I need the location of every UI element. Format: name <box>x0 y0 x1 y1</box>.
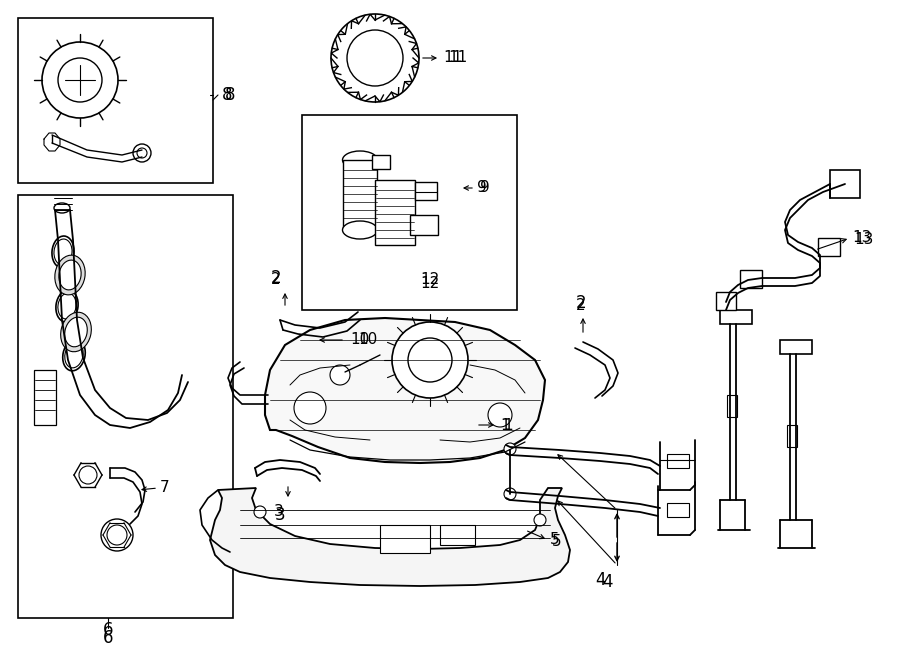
Ellipse shape <box>52 236 74 268</box>
Bar <box>720 310 752 324</box>
Text: 6: 6 <box>103 621 113 639</box>
Circle shape <box>254 506 266 518</box>
Bar <box>375 180 415 245</box>
Text: 2: 2 <box>271 272 281 288</box>
Circle shape <box>488 403 512 427</box>
Bar <box>818 238 840 256</box>
Text: 10: 10 <box>350 332 369 348</box>
Circle shape <box>504 443 516 455</box>
Bar <box>780 340 812 354</box>
Circle shape <box>330 365 350 385</box>
Circle shape <box>79 466 97 484</box>
Text: 3: 3 <box>274 504 284 520</box>
Text: 5: 5 <box>550 533 560 547</box>
Text: 10: 10 <box>358 332 377 348</box>
Text: 7: 7 <box>160 481 169 496</box>
Text: 3: 3 <box>275 506 285 524</box>
Ellipse shape <box>54 239 72 265</box>
Text: 11: 11 <box>443 50 463 65</box>
Bar <box>440 525 475 545</box>
Ellipse shape <box>327 330 369 350</box>
Text: 4: 4 <box>595 571 605 589</box>
Text: 13: 13 <box>854 233 873 247</box>
Text: 12: 12 <box>420 276 439 292</box>
Text: 9: 9 <box>477 180 487 196</box>
Circle shape <box>137 148 147 158</box>
Circle shape <box>294 392 326 424</box>
Bar <box>787 425 797 447</box>
Bar <box>18 18 213 183</box>
Ellipse shape <box>56 290 78 322</box>
Text: 2: 2 <box>576 297 586 313</box>
Circle shape <box>58 58 102 102</box>
Text: 2: 2 <box>576 294 587 312</box>
Text: 5: 5 <box>552 535 562 549</box>
Bar <box>740 270 762 288</box>
Bar <box>380 525 430 553</box>
Text: 8: 8 <box>225 86 236 104</box>
Ellipse shape <box>319 325 377 355</box>
Ellipse shape <box>63 339 86 371</box>
Circle shape <box>107 525 127 545</box>
Polygon shape <box>210 488 570 586</box>
Circle shape <box>101 519 133 551</box>
Bar <box>343 160 377 230</box>
Text: 8: 8 <box>222 86 232 104</box>
Ellipse shape <box>55 255 86 295</box>
Bar <box>415 182 437 200</box>
Polygon shape <box>265 318 545 463</box>
Circle shape <box>331 14 419 102</box>
Bar <box>302 115 517 310</box>
Bar <box>727 395 737 417</box>
Text: 12: 12 <box>420 272 439 288</box>
Text: 2: 2 <box>271 269 282 287</box>
Circle shape <box>347 30 403 86</box>
Circle shape <box>504 488 516 500</box>
Bar <box>34 370 56 425</box>
Circle shape <box>534 514 546 526</box>
Bar <box>716 292 736 310</box>
Ellipse shape <box>58 260 81 290</box>
Circle shape <box>133 144 151 162</box>
Bar <box>18 195 233 618</box>
Text: 11: 11 <box>448 50 467 65</box>
Text: 9: 9 <box>480 180 490 196</box>
Bar <box>667 503 689 517</box>
Bar <box>372 155 390 169</box>
Ellipse shape <box>60 312 91 352</box>
Text: 4: 4 <box>602 573 613 591</box>
Text: 13: 13 <box>852 231 871 245</box>
Circle shape <box>392 322 468 398</box>
Ellipse shape <box>58 293 76 319</box>
Bar <box>667 454 689 468</box>
Text: 6: 6 <box>103 629 113 647</box>
Ellipse shape <box>54 203 70 213</box>
Ellipse shape <box>65 342 83 368</box>
Ellipse shape <box>65 317 87 347</box>
Circle shape <box>42 42 118 118</box>
Bar <box>830 170 860 198</box>
Text: 1: 1 <box>500 418 509 432</box>
Circle shape <box>408 338 452 382</box>
Text: 1: 1 <box>503 418 513 432</box>
Bar <box>410 215 438 235</box>
Ellipse shape <box>343 151 377 169</box>
Ellipse shape <box>343 221 377 239</box>
